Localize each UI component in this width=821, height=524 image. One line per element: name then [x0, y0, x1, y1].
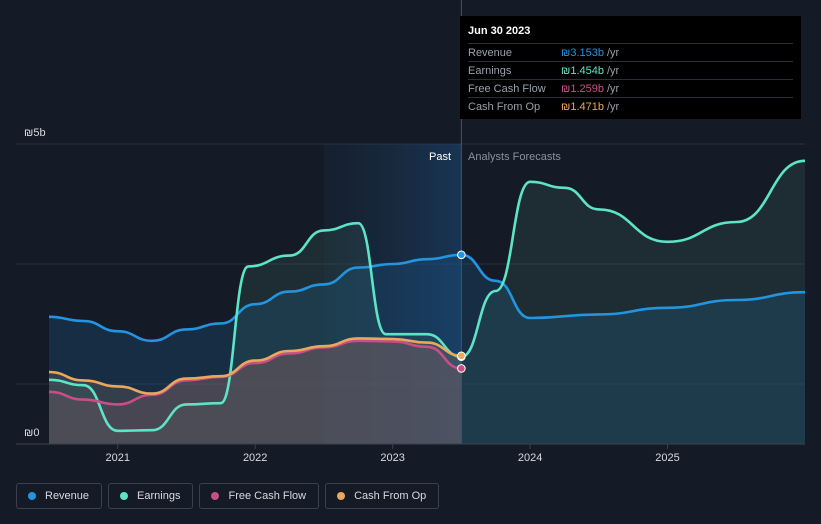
free-cash-flow-marker	[457, 364, 466, 373]
y-tick-top: ₪5b	[24, 127, 46, 139]
legend-label: Revenue	[45, 490, 90, 502]
x-tick-label: 2023	[380, 452, 404, 464]
tooltip-label: Earnings	[468, 64, 512, 77]
tooltip-label: Revenue	[468, 46, 513, 59]
chart-area: ₪5b ₪0 Past Analysts Forecasts 2021 2022 2…	[16, 0, 806, 464]
revenue-area	[49, 254, 805, 444]
legend-item-free-cash-flow[interactable]: Free Cash Flow	[199, 483, 320, 509]
x-tick-label: 2024	[518, 452, 542, 464]
x-tick-label: 2025	[655, 452, 679, 464]
tooltip-value: ₪3.153b	[561, 46, 604, 59]
revenue-line	[48, 253, 806, 343]
y-tick-zero: ₪0	[24, 427, 39, 439]
legend-label: Earnings	[137, 490, 181, 502]
legend-dot-icon	[211, 492, 220, 500]
tooltip-unit: /yr	[607, 100, 620, 113]
past-label: Past	[429, 151, 451, 163]
legend-item-cash-from-op[interactable]: Cash From Op	[325, 483, 440, 509]
series-areas	[49, 160, 805, 445]
forecast-label: Analysts Forecasts	[468, 151, 561, 163]
legend-dot-icon	[337, 492, 346, 500]
earnings-area	[49, 160, 805, 445]
past-highlight-region	[323, 144, 462, 444]
x-tick-label: 2021	[105, 452, 129, 464]
x-tick-label: 2022	[243, 452, 267, 464]
tooltip-date: Jun 30 2023	[468, 25, 531, 37]
cash-from-op-area	[49, 338, 462, 444]
cash-from-op-marker	[457, 351, 466, 361]
tooltip-row-revenue: Revenue ₪3.153b /yr	[468, 43, 793, 61]
legend-label: Cash From Op	[354, 490, 427, 502]
series-lines	[48, 159, 806, 433]
chart-legend: Revenue Earnings Free Cash Flow Cash Fro…	[16, 483, 440, 509]
hover-tooltip: Jun 30 2023 Revenue ₪3.153b /yr Earnings…	[460, 16, 801, 119]
tooltip-value: ₪1.471b	[561, 100, 604, 113]
tooltip-row-earnings: Earnings ₪1.454b /yr	[468, 61, 793, 79]
legend-dot-icon	[120, 492, 129, 500]
tooltip-label: Free Cash Flow	[468, 82, 546, 95]
revenue-marker	[457, 250, 466, 260]
tooltip-value: ₪1.259b	[561, 82, 604, 95]
tooltip-value: ₪1.454b	[561, 64, 604, 77]
legend-dot-icon	[28, 492, 36, 500]
tooltip-unit: /yr	[607, 82, 620, 95]
earnings-line	[48, 159, 806, 433]
legend-item-earnings[interactable]: Earnings	[108, 483, 194, 509]
hover-markers	[457, 250, 466, 373]
legend-label: Free Cash Flow	[228, 490, 307, 502]
cash-from-op-line	[48, 337, 462, 395]
tooltip-row-cash-from-op: Cash From Op ₪1.471b /yr	[468, 97, 793, 115]
free-cash-flow-line	[48, 339, 462, 406]
axes: ₪5b ₪0 Past Analysts Forecasts 2021 2022 2…	[16, 127, 805, 464]
tooltip-label: Cash From Op	[468, 100, 541, 113]
tooltip-unit: /yr	[607, 64, 620, 77]
free-cash-flow-area	[49, 340, 462, 444]
legend-item-revenue[interactable]: Revenue	[16, 483, 103, 509]
tooltip-row-free-cash-flow: Free Cash Flow ₪1.259b /yr	[468, 79, 793, 97]
tooltip-unit: /yr	[607, 46, 620, 59]
